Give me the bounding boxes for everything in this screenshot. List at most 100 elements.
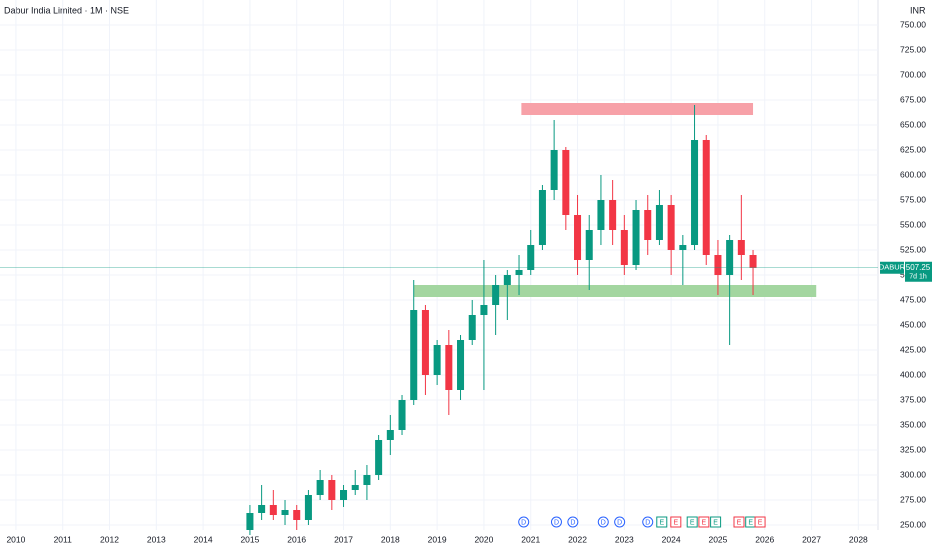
candle-body xyxy=(597,200,605,230)
price-tag xyxy=(905,261,932,282)
event-icon xyxy=(710,516,722,528)
y-tick-label: 325.00 xyxy=(900,444,926,454)
x-tick-label: 2018 xyxy=(381,534,400,544)
y-tick-label: 350.00 xyxy=(900,419,926,429)
candle-body xyxy=(281,510,289,515)
y-tick-label: 425.00 xyxy=(900,344,926,354)
currency: INR xyxy=(910,5,926,15)
y-tick-label: 450.00 xyxy=(900,319,926,329)
event-icon xyxy=(698,516,710,528)
event-label: E xyxy=(737,519,742,526)
countdown: 7d 1h xyxy=(909,274,927,281)
event-label: E xyxy=(673,519,678,526)
y-tick-label: 475.00 xyxy=(900,294,926,304)
candle-body xyxy=(246,513,254,530)
y-tick-label: 625.00 xyxy=(900,144,926,154)
y-tick-label: 600.00 xyxy=(900,169,926,179)
event-label: D xyxy=(521,519,526,526)
candle-body xyxy=(655,205,663,240)
x-tick-label: 2012 xyxy=(100,534,119,544)
candle-body xyxy=(433,345,441,375)
candle-body xyxy=(644,210,652,240)
candle-body xyxy=(574,215,582,260)
event-icon xyxy=(754,516,766,528)
event-label: D xyxy=(645,519,650,526)
y-tick-label: 300.00 xyxy=(900,469,926,479)
y-tick-label: 525.00 xyxy=(900,244,926,254)
candle-body xyxy=(457,340,465,390)
x-tick-label: 2025 xyxy=(708,534,727,544)
candle-body xyxy=(375,440,383,475)
x-tick-label: 2024 xyxy=(662,534,681,544)
zone xyxy=(521,103,754,115)
event-icon xyxy=(518,516,530,528)
candle-body xyxy=(293,510,301,520)
x-tick-label: 2026 xyxy=(755,534,774,544)
y-tick-label: 375.00 xyxy=(900,394,926,404)
event-icon xyxy=(642,516,654,528)
candle-body xyxy=(527,245,535,270)
candle-body xyxy=(702,140,710,255)
y-tick-label: 550.00 xyxy=(900,219,926,229)
x-tick-label: 2027 xyxy=(802,534,821,544)
event-label: E xyxy=(713,519,718,526)
y-tick-label: 700.00 xyxy=(900,69,926,79)
x-tick-label: 2014 xyxy=(194,534,213,544)
event-icon xyxy=(567,516,579,528)
event-label: D xyxy=(617,519,622,526)
candle-body xyxy=(503,275,511,285)
x-tick-label: 2010 xyxy=(6,534,25,544)
event-label: D xyxy=(570,519,575,526)
x-tick-label: 2013 xyxy=(147,534,166,544)
event-icon xyxy=(550,516,562,528)
x-tick-label: 2015 xyxy=(240,534,259,544)
event-label: E xyxy=(702,519,707,526)
y-tick-label: 675.00 xyxy=(900,94,926,104)
candle-body xyxy=(515,270,523,275)
y-tick-label: 750.00 xyxy=(900,19,926,29)
event-label: E xyxy=(690,519,695,526)
candle-body xyxy=(609,200,617,230)
symbol-label: DABUR xyxy=(879,263,906,272)
event-label: D xyxy=(554,519,559,526)
candle-body xyxy=(691,140,699,245)
event-icon xyxy=(733,516,745,528)
chart-title: Dabur India Limited · 1M · NSE xyxy=(4,5,129,15)
y-tick-label: 650.00 xyxy=(900,119,926,129)
y-tick-label: 275.00 xyxy=(900,494,926,504)
candle-body xyxy=(749,255,757,268)
candle-body xyxy=(445,345,453,390)
candle-body xyxy=(480,305,488,315)
candle-body xyxy=(316,480,324,495)
x-tick-label: 2011 xyxy=(54,534,73,544)
x-tick-label: 2028 xyxy=(849,534,868,544)
x-tick-label: 2019 xyxy=(428,534,447,544)
candle-body xyxy=(492,285,500,305)
x-tick-label: 2017 xyxy=(334,534,353,544)
candle-body xyxy=(351,485,359,490)
x-tick-label: 2022 xyxy=(568,534,587,544)
x-tick-label: 2023 xyxy=(615,534,634,544)
event-label: E xyxy=(758,519,763,526)
event-icon xyxy=(670,516,682,528)
candle-body xyxy=(585,230,593,260)
symbol-tag xyxy=(880,261,904,274)
candle-body xyxy=(562,150,570,215)
y-tick-label: 575.00 xyxy=(900,194,926,204)
candle-body xyxy=(328,480,336,500)
candle-body xyxy=(421,310,429,375)
event-icon xyxy=(686,516,698,528)
x-tick-label: 2020 xyxy=(474,534,493,544)
candle-body xyxy=(258,505,266,513)
candle-body xyxy=(667,205,675,250)
candle-body xyxy=(398,400,406,430)
candle-body xyxy=(304,495,312,520)
event-label: D xyxy=(601,519,606,526)
candle-body xyxy=(714,255,722,275)
event-label: E xyxy=(659,519,664,526)
candle-body xyxy=(410,310,418,400)
zone xyxy=(413,285,817,297)
y-tick-label: 250.00 xyxy=(900,519,926,529)
